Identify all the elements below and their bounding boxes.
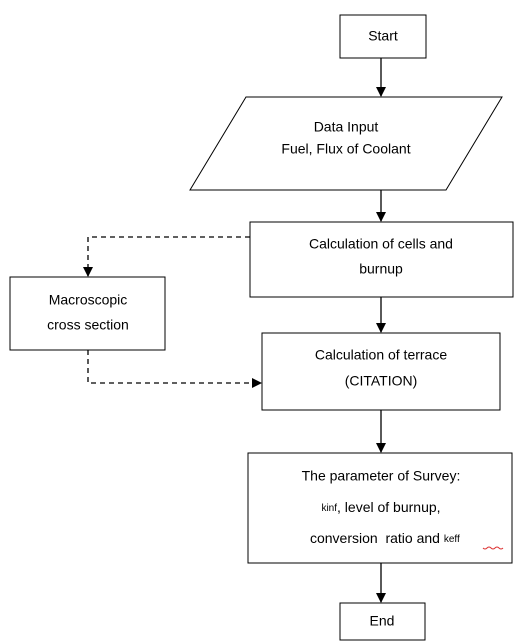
k-symbol: k — [321, 503, 327, 514]
text: , level of burnup, — [337, 499, 441, 515]
text: conversion ratio and — [310, 530, 444, 546]
start-label: Start — [368, 28, 398, 44]
cells-label: burnup — [359, 261, 403, 277]
cells-box — [249, 221, 514, 298]
survey-label: kinf, level of burnup, — [321, 499, 440, 515]
end-box — [339, 602, 426, 641]
input-label: Fuel, Flux of Coolant — [281, 141, 410, 157]
subscript: eff — [449, 534, 460, 545]
dashed-arrow — [83, 236, 250, 277]
cells-label: Calculation of cells and — [309, 236, 453, 252]
subscript: inf — [326, 503, 337, 514]
terrace-box — [261, 332, 501, 411]
macro-label: Macroscopic — [49, 292, 128, 308]
dashed-arrow — [87, 350, 262, 388]
survey-label: conversion ratio and keff — [291, 530, 472, 546]
survey-label: The parameter of Survey: — [302, 468, 461, 484]
terrace-label: (CITATION) — [345, 373, 418, 389]
input-parallelogram — [189, 96, 503, 191]
input-label: Data Input — [314, 119, 379, 135]
survey-box — [247, 452, 513, 564]
start-box — [339, 14, 427, 59]
terrace-label: Calculation of terrace — [315, 347, 448, 363]
macro-box — [9, 276, 166, 351]
macro-label: cross section — [47, 317, 129, 333]
spell-underline — [482, 546, 504, 550]
end-label: End — [370, 613, 395, 629]
k-symbol: k — [444, 534, 450, 545]
